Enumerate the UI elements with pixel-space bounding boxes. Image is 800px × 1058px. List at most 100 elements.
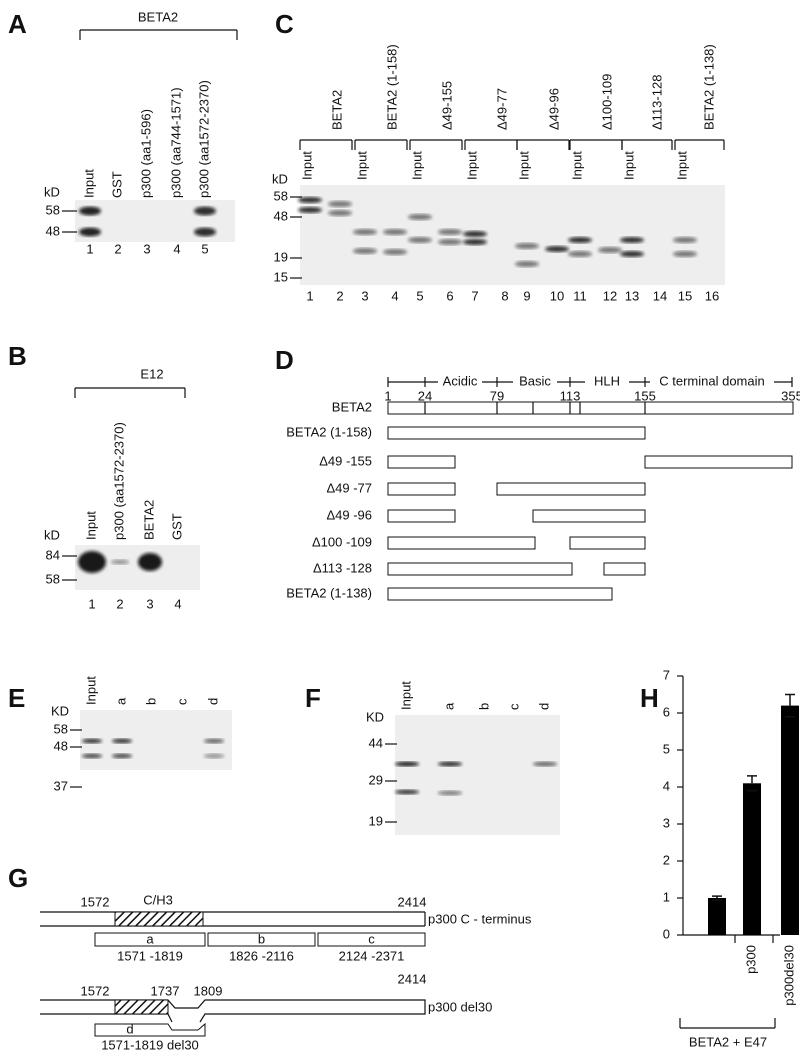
band bbox=[204, 738, 224, 744]
lane-number: 3 bbox=[143, 241, 150, 256]
marker-label: 84 bbox=[46, 547, 60, 562]
band bbox=[138, 553, 162, 571]
construct-label: BETA2 (1-138) bbox=[286, 585, 372, 600]
panel-label: G bbox=[8, 863, 28, 893]
lane-number: 5 bbox=[416, 288, 423, 303]
construct-label: Δ49 -155 bbox=[319, 453, 372, 468]
band bbox=[79, 206, 101, 216]
lane-number: 10 bbox=[550, 288, 564, 303]
hatched-domain bbox=[114, 999, 169, 1015]
lane-label: p300 (aa1572-2370) bbox=[111, 422, 126, 540]
unit-label: KD bbox=[51, 703, 69, 718]
bar bbox=[781, 705, 799, 935]
lane-number: 3 bbox=[361, 288, 368, 303]
band bbox=[438, 239, 462, 245]
lane-number: 1 bbox=[86, 241, 93, 256]
position-label: 1572 bbox=[81, 894, 110, 909]
lane-number: 2 bbox=[116, 596, 123, 611]
band bbox=[82, 753, 102, 759]
label-bg bbox=[650, 375, 774, 389]
marker-label: 58 bbox=[54, 721, 68, 736]
band bbox=[463, 231, 487, 237]
band bbox=[111, 559, 129, 565]
gel bbox=[300, 185, 725, 285]
marker-label: 19 bbox=[369, 813, 383, 828]
band bbox=[353, 248, 377, 254]
band bbox=[112, 738, 132, 744]
construct-label: Δ113 -128 bbox=[313, 560, 372, 575]
protein-name: p300 C - terminus bbox=[428, 911, 532, 926]
band bbox=[545, 246, 569, 252]
band bbox=[463, 239, 487, 245]
lane-label: Input bbox=[409, 151, 424, 180]
band bbox=[408, 237, 432, 243]
construct-bar bbox=[387, 509, 456, 523]
protein-line bbox=[40, 999, 426, 1023]
error-bar bbox=[785, 693, 795, 718]
panel-label: A bbox=[8, 9, 27, 39]
lane-number: 5 bbox=[201, 241, 208, 256]
domain-label: C terminal domain bbox=[659, 373, 765, 388]
fragment-range: 1571 -1819 bbox=[117, 948, 183, 963]
construct-bar bbox=[496, 482, 646, 496]
fragment-letter: b bbox=[258, 931, 265, 946]
lane-label: GST bbox=[109, 171, 124, 198]
lane-number: 7 bbox=[471, 288, 478, 303]
construct-bar bbox=[387, 587, 613, 601]
label-bg bbox=[513, 375, 557, 389]
band bbox=[673, 251, 697, 257]
position-label: 1572 bbox=[81, 983, 110, 998]
panel-label: B bbox=[8, 341, 27, 371]
y-tick-label: 5 bbox=[663, 741, 670, 756]
band bbox=[438, 790, 462, 796]
panel-label: C bbox=[275, 9, 294, 39]
position-label: 355 bbox=[781, 388, 800, 403]
lane-label: Input bbox=[354, 151, 369, 180]
lane-label: a bbox=[113, 697, 128, 705]
band bbox=[353, 229, 377, 235]
fragment-letter: c bbox=[368, 931, 375, 946]
construct-bar bbox=[387, 455, 456, 469]
band bbox=[79, 227, 101, 237]
lane-number: 4 bbox=[391, 288, 398, 303]
fragment-box bbox=[94, 932, 206, 947]
band bbox=[82, 738, 102, 744]
group-label: BETA2 bbox=[329, 90, 344, 130]
error-bar bbox=[712, 895, 722, 901]
construct-bar bbox=[387, 401, 794, 415]
band bbox=[620, 237, 644, 243]
lane-number: 1 bbox=[306, 288, 313, 303]
band bbox=[515, 243, 539, 249]
bar bbox=[708, 898, 726, 935]
construct-bar bbox=[387, 562, 573, 576]
fragment-box bbox=[317, 932, 426, 947]
lane-label: Input bbox=[464, 151, 479, 180]
position-label: 2414 bbox=[398, 894, 427, 909]
domain-label: Basic bbox=[519, 373, 551, 388]
band bbox=[395, 761, 419, 767]
panel-label: H bbox=[640, 683, 659, 713]
fragment-range: 2124 -2371 bbox=[339, 948, 405, 963]
band bbox=[298, 197, 322, 203]
lane-number: 13 bbox=[625, 288, 639, 303]
position-label: 113 bbox=[560, 388, 581, 403]
band bbox=[112, 753, 132, 759]
marker-label: 44 bbox=[369, 735, 383, 750]
marker-label: 58 bbox=[274, 188, 288, 203]
lane-number: 6 bbox=[446, 288, 453, 303]
band bbox=[408, 214, 432, 220]
label-bg bbox=[585, 375, 629, 389]
band bbox=[673, 237, 697, 243]
position-label: 79 bbox=[490, 388, 504, 403]
marker-label: 19 bbox=[274, 249, 288, 264]
lane-label: c bbox=[174, 698, 189, 705]
band bbox=[78, 551, 106, 573]
lane-label: BETA2 bbox=[141, 500, 156, 540]
band bbox=[438, 229, 462, 235]
construct-label: Δ49 -77 bbox=[326, 480, 372, 495]
y-tick-label: 6 bbox=[663, 704, 670, 719]
lane-label: b bbox=[476, 703, 491, 710]
band bbox=[383, 229, 407, 235]
lane-number: 15 bbox=[678, 288, 692, 303]
